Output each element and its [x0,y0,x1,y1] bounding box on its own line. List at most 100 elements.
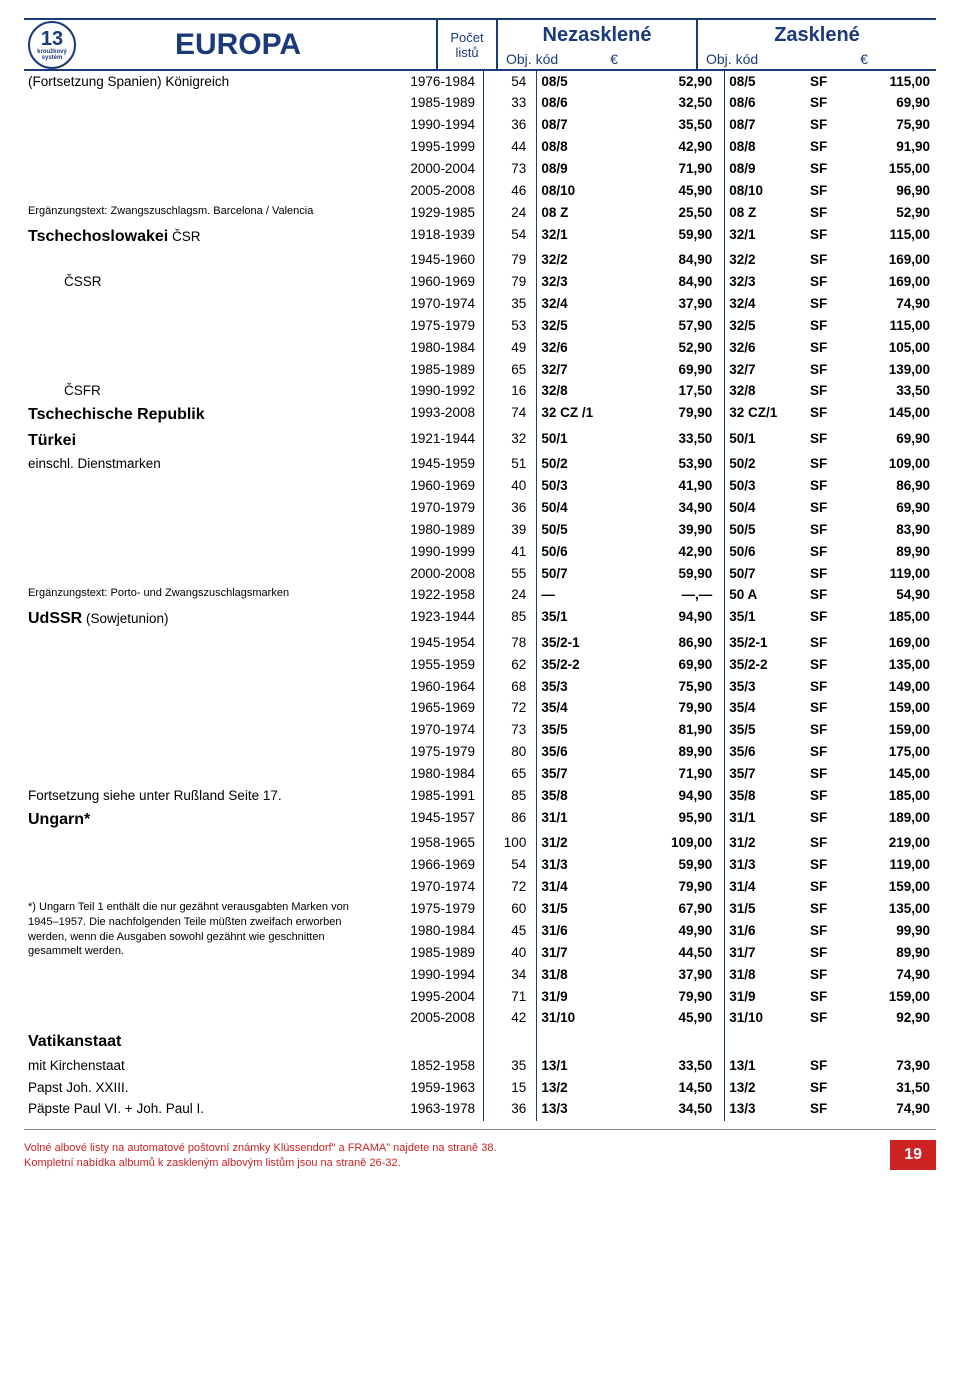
cell-nez-code: 50/5 [537,519,632,541]
cell-zas-price: 219,00 [845,833,936,855]
footer-line-2: Kompletní nabídka albumů k zaskleným alb… [24,1156,890,1170]
row-label: Ergänzungstext: Porto- und Zwangszuschla… [24,585,384,607]
cell-count: 42 [483,1008,536,1030]
cell-count: 24 [483,202,536,224]
cell-nez-code: 08/6 [537,93,632,115]
cell-nez-price: 32,50 [632,93,725,115]
cell-nez-price: 44,50 [632,942,725,964]
table-row: 1985-19893308/632,5008/6SF69,90 [24,93,936,115]
cell-nez-code: 32/6 [537,337,632,359]
cell-count: 72 [483,698,536,720]
cell-zas-price: 119,00 [845,855,936,877]
cell-zas-price: 74,90 [845,1099,936,1121]
cell-nez-code: 35/7 [537,764,632,786]
cell-nez-price: 39,90 [632,519,725,541]
row-label [24,632,384,654]
cell-years: 1976-1984 [384,71,484,93]
cell-zas-code: 35/3 [725,676,806,698]
table-row: 1945-19547835/2-186,9035/2-1SF169,00 [24,632,936,654]
cell-sf: SF [806,337,845,359]
table-row: einschl. Dienstmarken1945-19595150/253,9… [24,454,936,476]
cell [537,1030,632,1055]
cell-nez-price: 35,50 [632,115,725,137]
cell-count: 73 [483,720,536,742]
cell-years: 1995-2004 [384,986,484,1008]
cell-zas-price: 89,90 [845,541,936,563]
cell-sf: SF [806,698,845,720]
cell-years: 1980-1984 [384,920,484,942]
cell-nez-price: 94,90 [632,786,725,808]
cell-zas-price: 31,50 [845,1077,936,1099]
table-row: Papst Joh. XXIII.1959-19631513/214,5013/… [24,1077,936,1099]
cell-sf: SF [806,250,845,272]
table-row: 1975-19798035/689,9035/6SF175,00 [24,742,936,764]
cell-count: 85 [483,607,536,632]
logo-number: 13 [41,29,63,49]
cell-years: 1970-1974 [384,293,484,315]
cell-sf: SF [806,403,845,428]
cell-nez-price: 57,90 [632,315,725,337]
cell-zas-price: 92,90 [845,1008,936,1030]
table-row: Tschechoslowakei ČSR1918-19395432/159,90… [24,224,936,249]
row-label: Papst Joh. XXIII. [24,1077,384,1099]
cell-sf: SF [806,786,845,808]
cell-zas-price: 75,90 [845,115,936,137]
row-label [24,877,384,899]
cell-zas-price: 159,00 [845,877,936,899]
cell-zas-code: 32 CZ/1 [725,403,806,428]
table-row: Fortsetzung siehe unter Rußland Seite 17… [24,786,936,808]
cell-zas-price: 83,90 [845,519,936,541]
cell-years: 2005-2008 [384,1008,484,1030]
cell-count: 73 [483,159,536,181]
table-row: 1966-19695431/359,9031/3SF119,00 [24,855,936,877]
cell-zas-price: 135,00 [845,654,936,676]
cell-count: 79 [483,272,536,294]
cell-nez-code: — [537,585,632,607]
cell-nez-code: 13/3 [537,1099,632,1121]
cell-count: 41 [483,541,536,563]
cell-nez-code: 50/2 [537,454,632,476]
cell-count: 65 [483,359,536,381]
cell-sf: SF [806,654,845,676]
price-table: (Fortsetzung Spanien) Königreich1976-198… [24,71,936,1121]
cell-count: 35 [483,1055,536,1077]
cell-zas-code: 35/8 [725,786,806,808]
cell-years: 1975-1979 [384,315,484,337]
cell-zas-code: 32/8 [725,381,806,403]
cell-zas-code: 08/8 [725,137,806,159]
footer: Volné albové listy na automatové poštovn… [24,1129,936,1170]
cell-zas-price: 149,00 [845,676,936,698]
cell-nez-code: 31/3 [537,855,632,877]
cell-years: 1965-1969 [384,698,484,720]
cell-years: 1945-1957 [384,807,484,832]
cell-zas-code: 08/7 [725,115,806,137]
cell-zas-price: 109,00 [845,454,936,476]
cell-count: 60 [483,898,536,920]
row-label [24,93,384,115]
cell-zas-price: 139,00 [845,359,936,381]
row-label [24,497,384,519]
table-row: Ungarn*1945-19578631/195,9031/1SF189,00 [24,807,936,832]
row-label: *) Ungarn Teil 1 enthält die nur gezähnt… [24,898,384,1029]
cell-zas-code: 13/2 [725,1077,806,1099]
table-row: 1970-19793650/434,9050/4SF69,90 [24,497,936,519]
cell-nez-price: 17,50 [632,381,725,403]
cell-zas-code: 50/5 [725,519,806,541]
cell-sf: SF [806,764,845,786]
cell-count: 62 [483,654,536,676]
cell-nez-price: 33,50 [632,428,725,453]
cell-count: 72 [483,877,536,899]
cell-nez-price: 52,90 [632,71,725,93]
cell-nez-code: 31/5 [537,898,632,920]
row-label [24,159,384,181]
cell-years: 1955-1959 [384,654,484,676]
row-label [24,337,384,359]
cell-count: 54 [483,855,536,877]
cell-sf: SF [806,742,845,764]
cell-sf: SF [806,315,845,337]
cell-zas-code: 32/6 [725,337,806,359]
cell-zas-price: 135,00 [845,898,936,920]
table-header: 13 kroužkový systém EUROPA Počet listů N… [24,18,936,71]
cell-zas-price: 69,90 [845,93,936,115]
cell-nez-code: 32/1 [537,224,632,249]
